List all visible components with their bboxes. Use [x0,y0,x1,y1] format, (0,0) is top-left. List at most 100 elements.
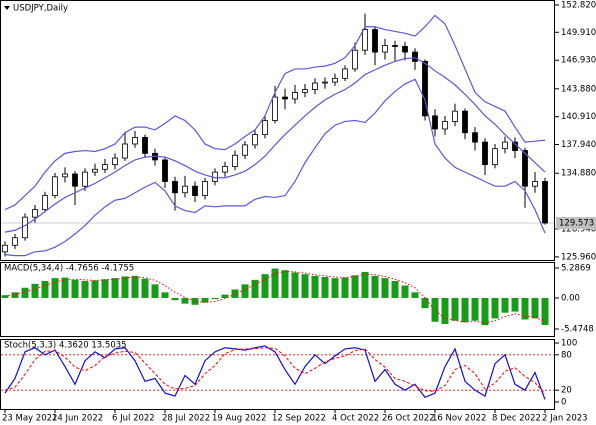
candle-body [72,173,78,187]
candle-body [172,181,178,194]
histogram-bar [511,297,519,312]
indicator-line [4,78,546,257]
histogram-bar [461,297,469,323]
main-panel-frame [0,0,555,261]
candle-body [272,96,278,121]
candle-body [332,77,338,83]
candle-body [462,110,468,134]
histogram-bar [61,277,69,298]
histogram-bar [131,275,139,298]
candle-body [452,110,458,122]
candle-body [112,157,118,166]
histogram-bar [471,297,479,321]
candle-body [502,141,508,150]
candle-body [492,148,498,166]
y-tick-label: 125.960 [561,252,596,262]
candle-body [242,144,248,156]
y-tick-label: 0 [561,397,566,407]
candle-body [202,181,208,196]
y-tick-label: 134.880 [561,169,596,179]
histogram-bar [201,297,209,303]
candle-body [192,185,198,196]
candle-body [372,29,378,53]
candle-body [232,154,238,167]
candle-body [362,29,368,51]
x-tick-label: 8 Dec 2022 [492,414,541,424]
histogram-bar [141,278,149,298]
histogram-bar [401,285,409,298]
histogram-bar [331,278,339,298]
histogram-bar [251,279,259,298]
y-tick-label: 152.820 [561,0,596,10]
histogram-bar [231,289,239,298]
current-price-label: 129.573 [559,219,594,229]
candle-body [132,137,138,145]
indicator-line [4,57,546,233]
y-tick-label: 146.930 [561,56,596,66]
candle-body [442,121,448,130]
histogram-bar [1,295,9,298]
candle-body [12,237,18,246]
histogram-bar [71,279,79,298]
current-price-box [556,217,596,230]
histogram-bar [161,292,169,298]
candle-body [312,82,318,90]
candle-body [422,61,428,117]
histogram-bar [361,271,369,298]
candle-body [22,216,28,239]
histogram-bar [171,297,179,301]
histogram-bar [491,297,499,319]
y-tick-label: 100 [561,339,577,349]
y-tick-label: 5.2869 [561,264,591,274]
histogram-bar [31,283,39,298]
indicator-line [4,347,546,395]
histogram-bar [411,292,419,298]
y-tick-label: 80 [561,350,572,360]
candle-body [292,91,298,100]
macd-panel-frame [0,262,555,337]
candle-body [432,115,438,130]
candle-body [102,164,108,170]
histogram-bar [111,278,119,298]
x-tick-label: 16 Nov 2022 [432,414,486,424]
histogram-bar [501,297,509,313]
indicator-line [4,270,546,324]
histogram-bar [271,268,279,298]
y-tick-label: 0.00 [561,293,580,303]
histogram-bar [431,297,439,322]
histogram-bar [341,277,349,298]
candle-body [42,195,48,211]
y-tick-label: 128.940 [561,224,596,234]
macd-title: MACD(5,34,4) -4.7656 -4.1755 [4,264,134,274]
histogram-bar [221,294,229,298]
candle-body [52,176,58,196]
x-tick-label: 12 Sep 2022 [272,414,326,424]
histogram-bar [121,276,129,298]
histogram-bar [41,280,49,298]
histogram-bar [311,275,319,298]
candle-body [182,185,188,194]
candle-body [142,137,148,154]
candle-body [392,45,398,47]
candle-body [402,46,408,53]
y-tick-label: 137.940 [561,140,596,150]
y-tick-label: 149.910 [561,28,596,38]
x-tick-label: 6 Jul 2022 [112,414,155,424]
chart-title: USDJPY,Daily [13,4,68,14]
histogram-bar [241,284,249,298]
histogram-bar [451,297,459,321]
candle-body [2,244,8,253]
symbol-menu-icon[interactable] [4,6,10,10]
y-tick-label: 20 [561,386,572,396]
x-tick-label: 4 Oct 2022 [332,414,379,424]
x-tick-label: 26 Oct 2022 [382,414,435,424]
histogram-bar [91,280,99,298]
candle-body [412,51,418,62]
candle-body [92,168,98,173]
histogram-bar [81,280,89,298]
histogram-bar [541,297,549,325]
stoch-title: Stoch(5,3,3) 4.3620 13.5035 [4,341,127,351]
candle-body [522,150,528,187]
candle-body [302,89,308,93]
histogram-bar [191,297,199,305]
